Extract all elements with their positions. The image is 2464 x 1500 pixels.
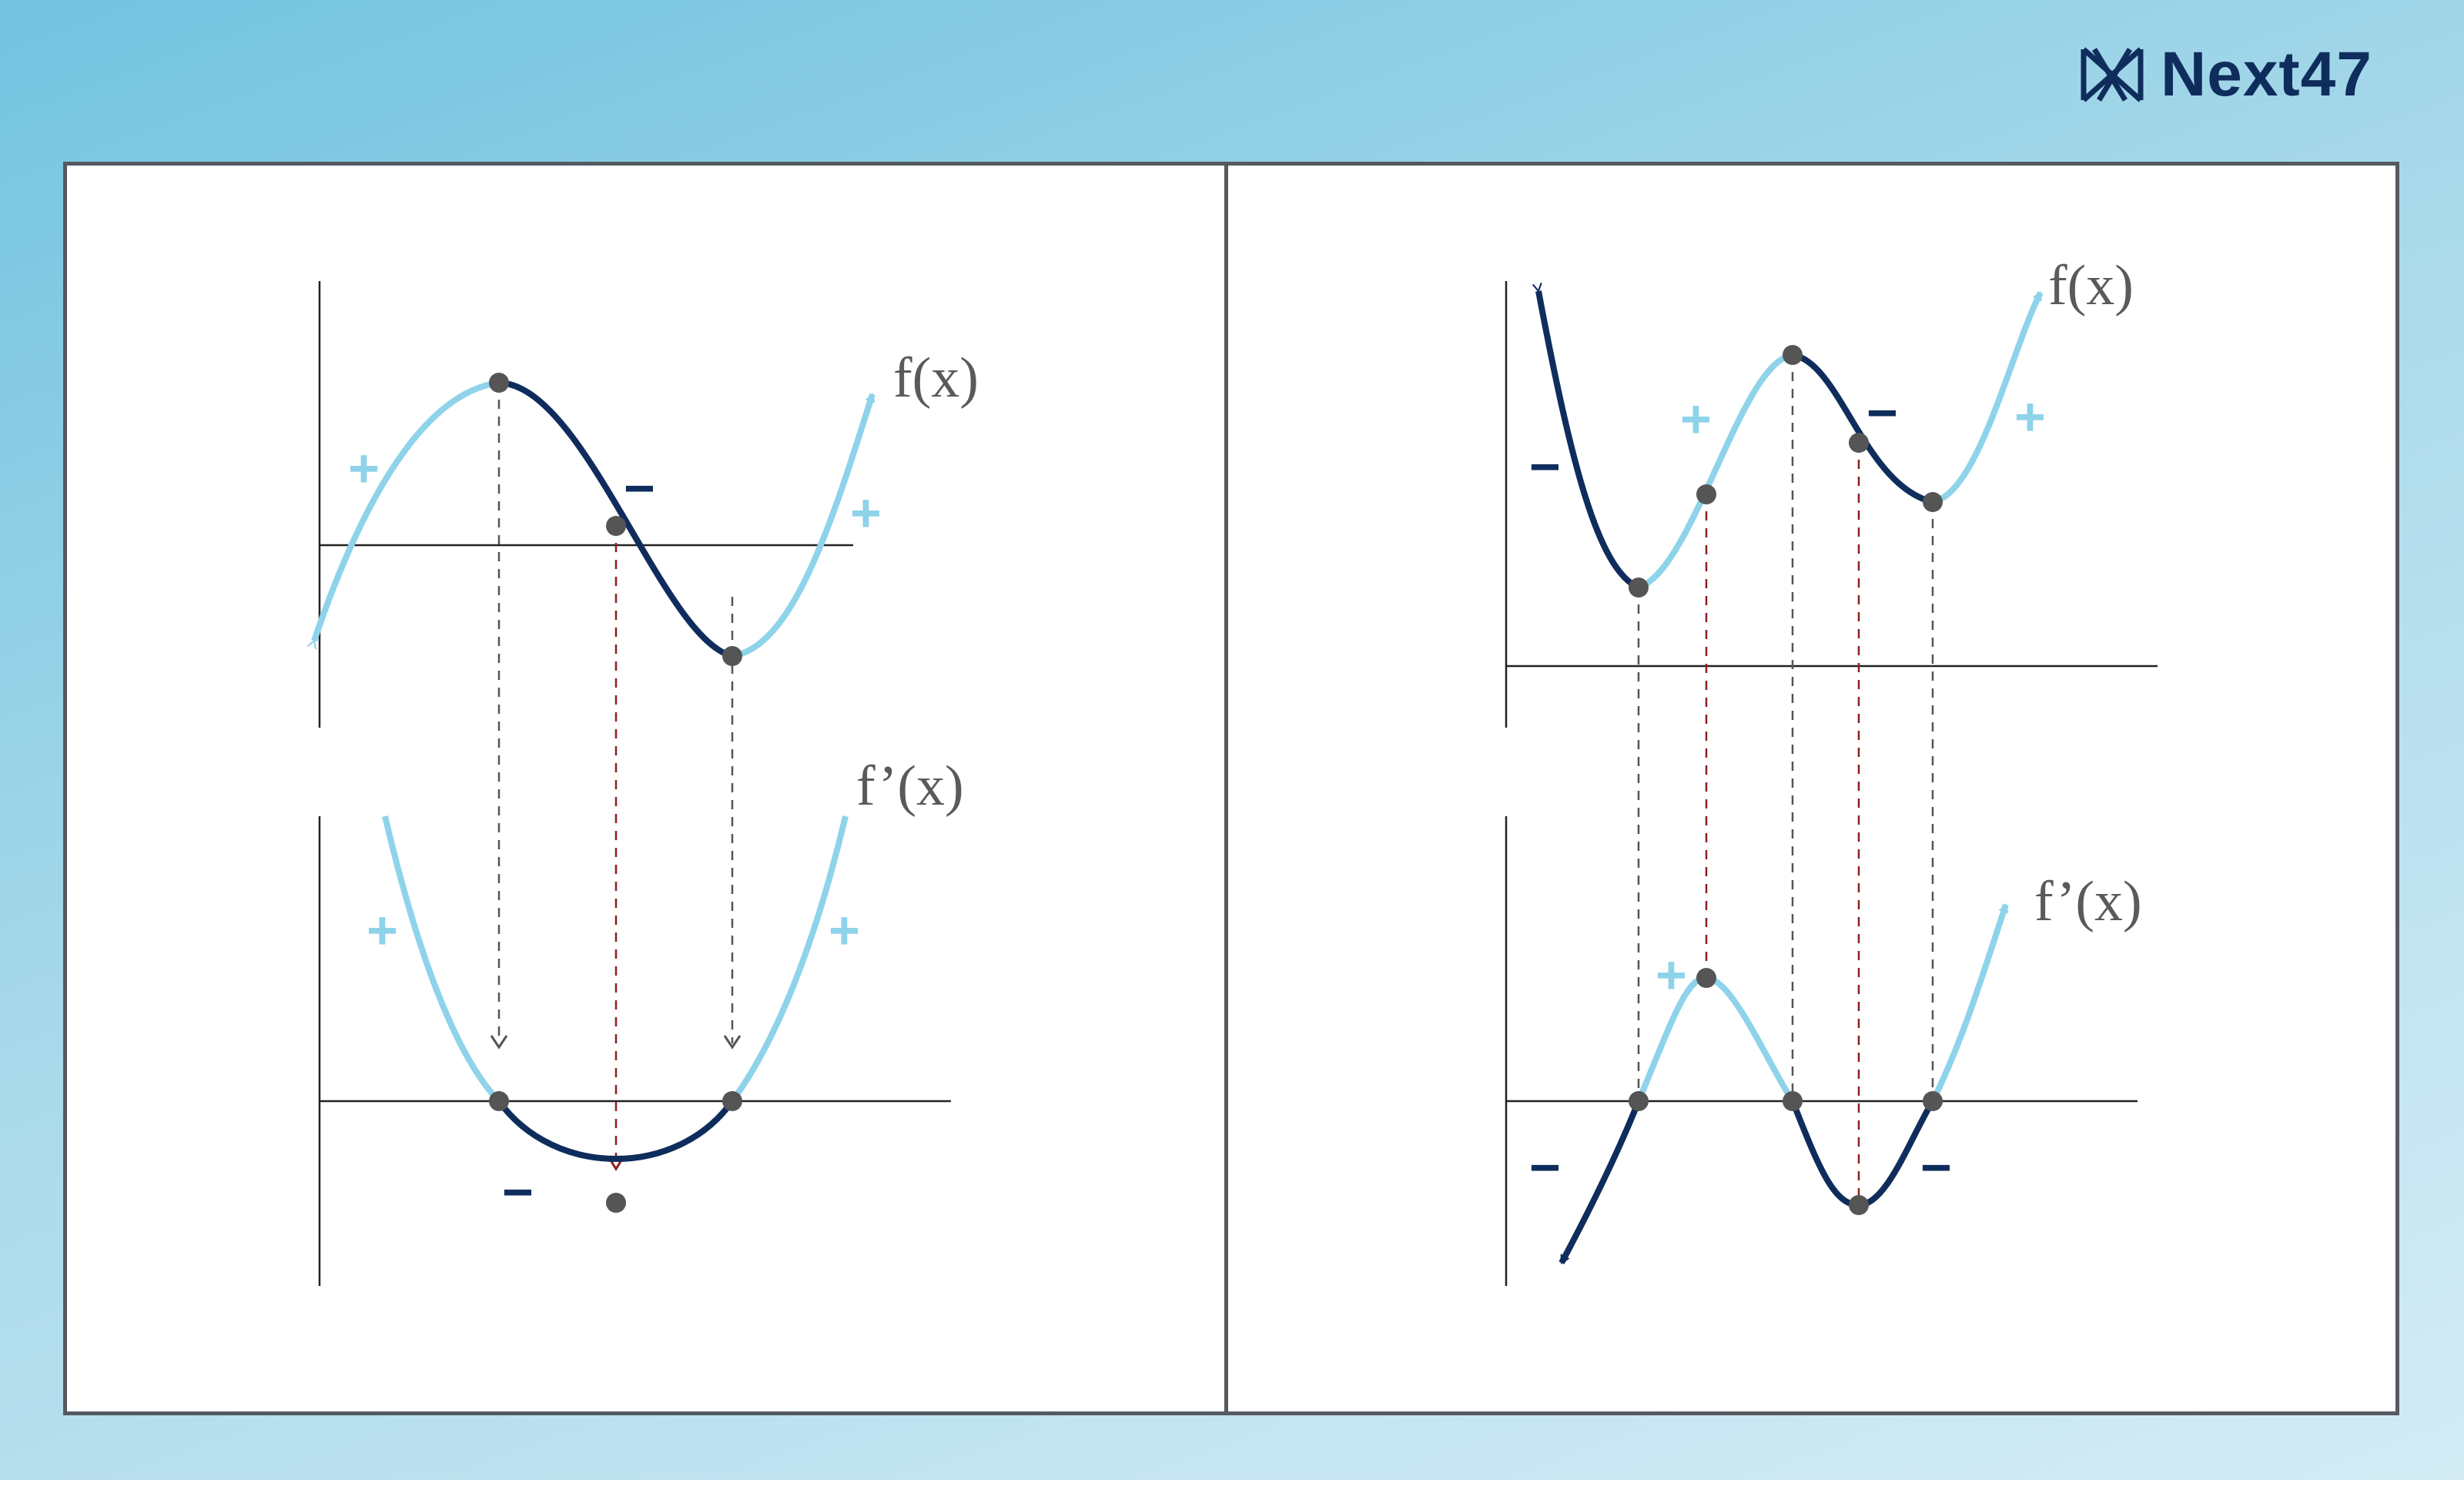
left-f-sign-3: + [850,483,882,543]
left-f-decreasing [498,380,734,659]
right-f-sign-3: − [1866,383,1898,443]
left-f-axes [318,281,853,728]
left-fprime-min-point [606,1193,626,1213]
bottom-band [0,1480,2464,1500]
right-fprime-negative-1 [1558,1100,1642,1264]
left-points [489,373,742,1213]
right-f-min-point-2 [1923,492,1943,512]
left-fprime-positive-2 [729,815,849,1103]
left-f-inflection-point [606,516,626,536]
right-f-sign-2: + [1680,389,1712,449]
next47-logo-icon [2081,47,2144,102]
left-f-sign-2: − [624,458,655,518]
right-fprime-zero-3 [1923,1091,1943,1111]
right-fprime-min-point [1849,1195,1869,1215]
brand-name: Next47 [2161,39,2372,109]
left-f-increasing-2 [732,392,875,659]
left-fprime-negative [496,1099,735,1162]
left-fprime-zero-1 [489,1091,509,1111]
right-fprime-axes [1505,816,2138,1286]
right-f-max-point [1783,345,1803,365]
left-fprime-axes [318,816,951,1286]
right-fprime-sign-3: − [1920,1137,1952,1197]
left-fprime-sign-1: + [367,900,398,960]
right-fprime-zero-1 [1629,1091,1649,1111]
left-guides [497,383,734,1167]
left-fprime-sign-3: + [829,900,860,960]
left-fprime-zero-2 [722,1091,742,1111]
right-fprime-max-point [1696,968,1716,988]
left-fprime-sign-2: − [502,1162,534,1222]
right-f-inflection-point-1 [1696,484,1716,504]
right-fprime-zero-2 [1783,1091,1803,1111]
right-f-decreasing-1 [1532,282,1640,591]
right-f-decreasing-2 [1792,352,1934,505]
panel-divider [1224,162,1228,1415]
right-f-axes [1505,281,2158,728]
right-points [1629,345,1943,1215]
right-f-sign-1: − [1529,437,1561,497]
right-f-label: f(x) [2048,254,2134,317]
left-f-increasing-1 [306,380,500,650]
right-panel: f(x) f’(x) − + − + − + − [1505,254,2158,1286]
right-f-increasing-2 [1931,291,2044,505]
left-f-label: f(x) [893,347,979,410]
right-fprime-sign-1: − [1529,1137,1561,1197]
right-f-min-point-1 [1629,578,1649,598]
brand-logo: Next47 [2079,39,2372,109]
left-fprime-label: f’(x) [856,755,964,818]
right-f-increasing-1 [1637,352,1793,591]
right-fprime-negative-2 [1789,1099,1936,1209]
right-fprime-positive-2 [1930,902,2009,1103]
right-fprime-sign-2: + [1656,945,1687,1005]
right-f-sign-4: + [2014,387,2046,447]
left-fprime-positive-1 [382,815,501,1103]
left-f-min-point [722,646,742,666]
right-f-inflection-point-2 [1849,433,1869,453]
left-f-max-point [489,373,509,393]
left-f-sign-1: + [348,438,380,498]
left-panel: f(x) f’(x) + − + + − + [306,281,979,1286]
right-guides [1637,355,1934,1205]
right-fprime-label: f’(x) [2034,870,2142,933]
